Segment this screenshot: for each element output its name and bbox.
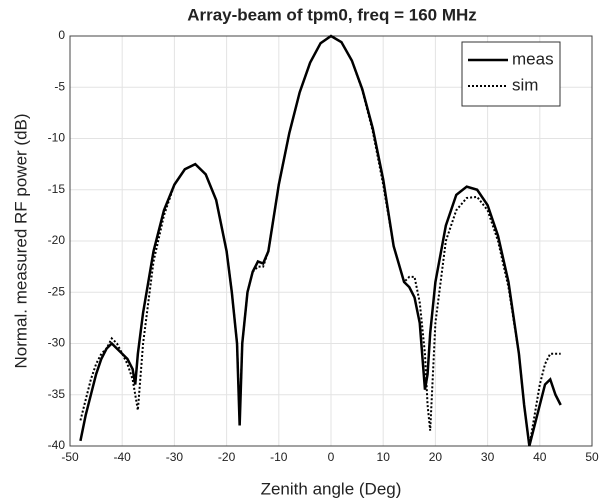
x-tick-label: -50 xyxy=(61,450,79,464)
x-tick-label: -10 xyxy=(270,450,288,464)
chart-title: Array-beam of tpm0, freq = 160 MHz xyxy=(187,5,477,24)
y-axis-label: Normal. measured RF power (dB) xyxy=(11,113,30,368)
x-axis-label: Zenith angle (Deg) xyxy=(261,479,402,498)
x-tick-label: 10 xyxy=(377,450,391,464)
x-tick-label: 30 xyxy=(481,450,495,464)
x-tick-label: -20 xyxy=(218,450,236,464)
legend-label: meas xyxy=(512,49,554,68)
y-tick-label: -35 xyxy=(48,387,66,401)
x-tick-label: 40 xyxy=(533,450,547,464)
y-tick-label: -20 xyxy=(48,233,66,247)
y-tick-label: -30 xyxy=(48,336,66,350)
x-tick-label: -40 xyxy=(114,450,132,464)
x-tick-label: 0 xyxy=(328,450,335,464)
legend-box xyxy=(461,41,561,107)
y-tick-label: 0 xyxy=(58,28,65,42)
y-tick-label: -5 xyxy=(54,79,65,93)
x-tick-label: -30 xyxy=(166,450,184,464)
y-tick-label: -10 xyxy=(48,131,66,145)
y-tick-label: -40 xyxy=(48,438,66,452)
x-tick-label: 20 xyxy=(429,450,443,464)
y-tick-label: -25 xyxy=(48,284,66,298)
x-tick-label: 50 xyxy=(585,450,599,464)
y-tick-label: -15 xyxy=(48,182,66,196)
series-line xyxy=(79,34,561,447)
legend-label: sim xyxy=(512,75,538,94)
